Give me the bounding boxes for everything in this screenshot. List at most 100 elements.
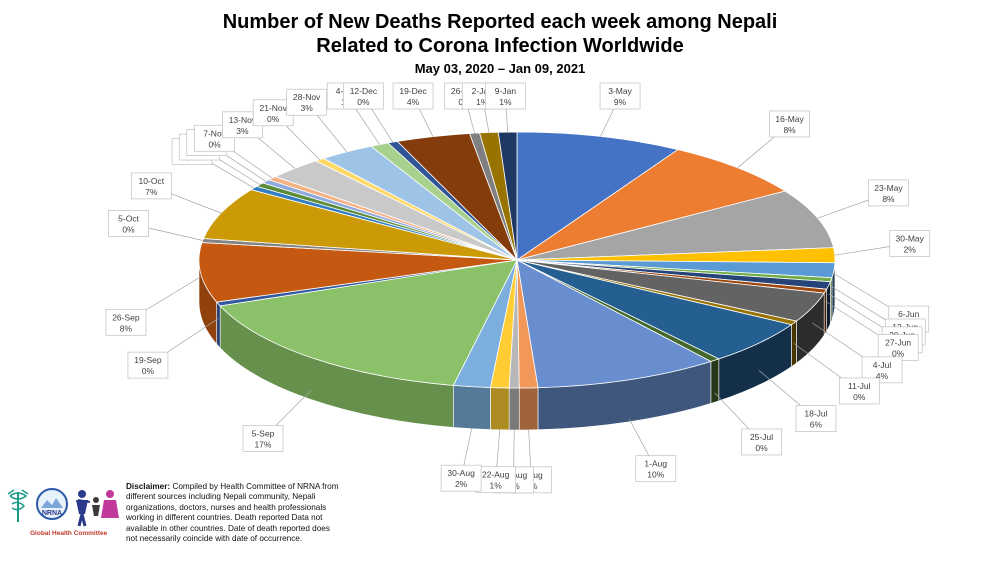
label-box: [440, 464, 482, 492]
slice-label-value: 3%: [236, 126, 249, 136]
nrna-badge-text: NRNA: [42, 510, 62, 517]
slice-label-value: 8%: [783, 125, 796, 135]
slice-side-25-Jul: [710, 358, 720, 404]
disclaimer-heading: Disclaimer:: [126, 482, 171, 491]
slice-label-date: 21-Nov: [259, 103, 287, 113]
slice-label-value: 0%: [142, 366, 155, 376]
slice-label-date: 18-Jul: [804, 409, 827, 419]
slice-label-date: 27-Jun: [885, 338, 911, 348]
slice-label-date: 19-Sep: [134, 355, 162, 365]
chart-subtitle: May 03, 2020 – Jan 09, 2021: [414, 61, 586, 76]
caduceus-icon: [7, 489, 29, 522]
slice-label-value: 1%: [476, 97, 489, 107]
slice-label-date: 4-Jul: [873, 360, 892, 370]
slice-label-value: 6%: [810, 420, 823, 430]
slice-label-date: 16-May: [775, 114, 804, 124]
slice-label-value: 2%: [455, 479, 468, 489]
slice-label-value: 0%: [755, 443, 768, 453]
slice-label-date: 5-Sep: [252, 428, 275, 438]
slice-side-8-Aug: [518, 387, 539, 431]
slice-label-value: 0%: [208, 139, 221, 149]
slice-label-value: 8%: [882, 194, 895, 204]
slice-label-date: 10-Oct: [139, 176, 165, 186]
nrna-badge-icon: NRNA: [36, 488, 68, 520]
label-box: [868, 179, 909, 207]
slice-label-value: 4%: [407, 97, 420, 107]
slice-side-15-Aug: [508, 387, 520, 431]
slice-label-value: 0%: [892, 349, 905, 359]
label-box: [795, 405, 837, 432]
pie-top: [198, 131, 836, 389]
slice-5-Sep: [219, 259, 518, 386]
label-box: [108, 210, 149, 237]
slice-label-date: 11-Jul: [848, 381, 871, 391]
slice-label-value: 8%: [120, 323, 133, 333]
chart-title: Number of New Deaths Reported each week …: [0, 10, 1000, 58]
label-box: [599, 82, 641, 110]
slice-label-date: 13-Nov: [229, 115, 257, 125]
slice-label-date: 12-Dec: [350, 86, 378, 96]
label-box: [286, 88, 327, 116]
slice-label-date: 23-May: [874, 183, 903, 193]
chart-title-line-1: Number of New Deaths Reported each week …: [222, 11, 778, 33]
slice-10-Oct: [202, 189, 518, 261]
slice-label-value: 2%: [904, 244, 917, 254]
slice-26-Sep: [198, 242, 518, 303]
slice-23-May: [516, 190, 835, 261]
slice-label-value: 1%: [490, 481, 503, 491]
slice-label-date: 1-Aug: [644, 459, 667, 469]
label-box: [392, 82, 434, 110]
disclaimer-body: Compiled by Health Committee of NRNA fro…: [126, 482, 339, 544]
slice-label-value: 1%: [499, 97, 512, 107]
slice-label-value: 0%: [853, 392, 866, 402]
slice-side-27-Jun: [823, 288, 827, 337]
slice-label-date: 6-Jun: [898, 309, 920, 319]
family-icon: [76, 490, 119, 527]
label-box: [127, 351, 169, 379]
label-box: [889, 230, 931, 257]
label-box: [130, 172, 172, 200]
slice-label-date: 30-May: [896, 233, 925, 243]
pie-sides: [198, 259, 836, 431]
slice-label-value: 0%: [267, 114, 280, 124]
label-box: [838, 377, 880, 405]
slice-side-30-Aug: [453, 385, 491, 430]
label-box: [877, 334, 919, 361]
disclaimer: Disclaimer: Compiled by Health Committee…: [126, 482, 341, 544]
slice-label-value: 17%: [254, 439, 271, 449]
slice-side-20-Jun: [826, 281, 831, 333]
slice-label-value: 9%: [614, 97, 627, 107]
slice-label-value: 0%: [357, 97, 370, 107]
slice-label-date: 9-Jan: [495, 86, 517, 96]
slice-16-May: [516, 149, 786, 261]
slice-label-date: 30-Aug: [447, 468, 475, 478]
slice-1-Aug: [516, 259, 712, 389]
slice-label-date: 5-Oct: [118, 213, 139, 223]
slice-label-date: 22-Aug: [482, 470, 510, 480]
nrna-logo: NRNA: [6, 484, 124, 529]
slice-label-date: 19-Dec: [399, 86, 427, 96]
slice-side-19-Sep: [216, 301, 221, 349]
slice-label-date: 25-Jul: [750, 432, 773, 442]
slice-label-value: 7%: [145, 187, 158, 197]
slice-label-date: 2-Jan: [472, 86, 494, 96]
label-box: [769, 110, 810, 138]
label-box: [485, 82, 526, 110]
